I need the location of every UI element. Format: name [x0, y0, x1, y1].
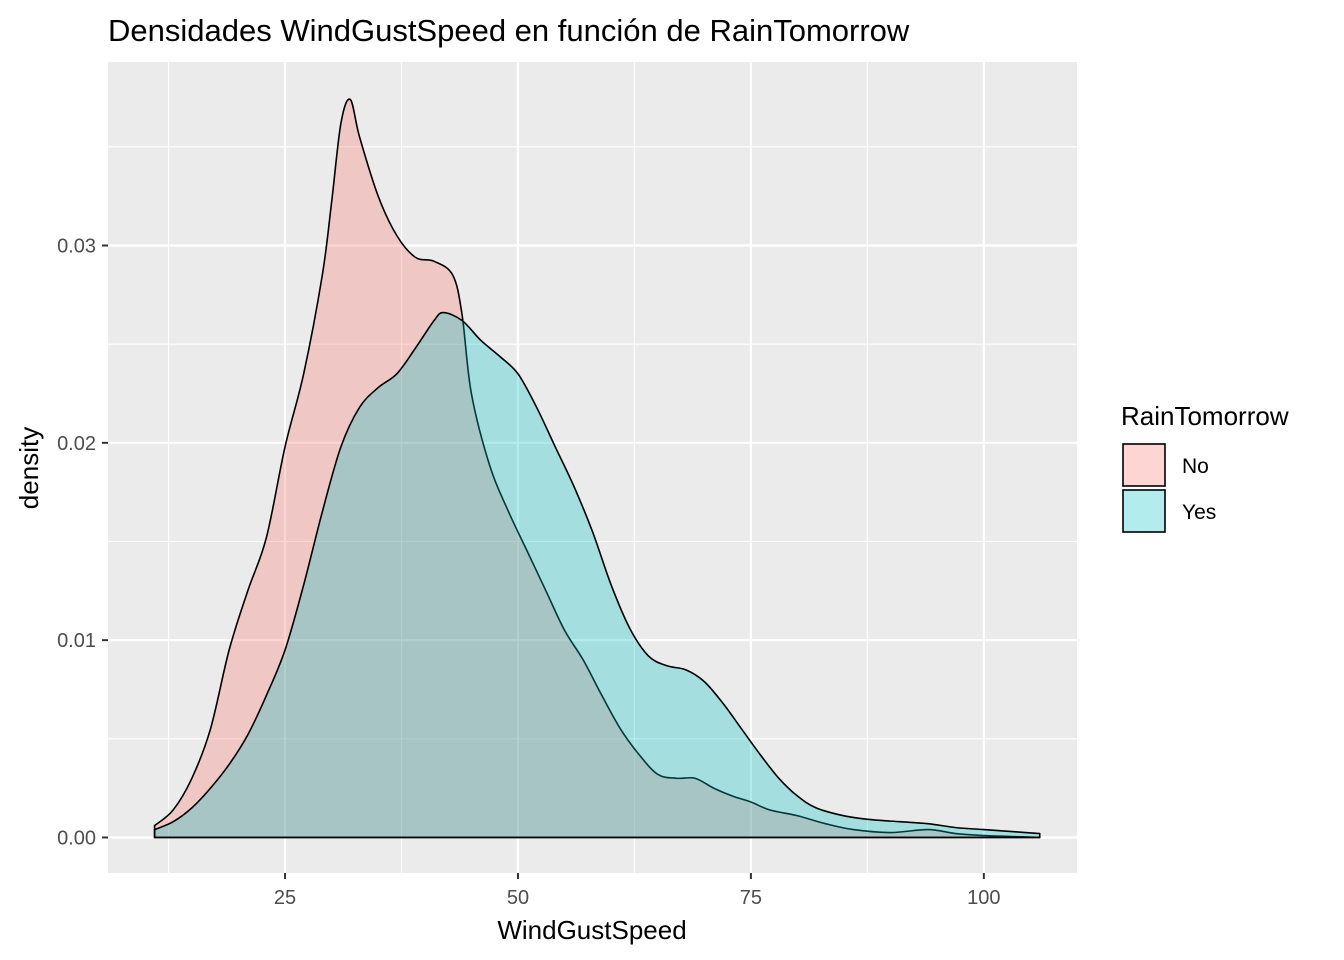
y-tick-label: 0.02 [57, 433, 96, 455]
major-grid [108, 62, 1077, 873]
legend: RainTomorrow No Yes [1121, 401, 1289, 533]
density-area-no [153, 98, 1041, 839]
x-tick-label: 50 [507, 887, 529, 909]
density-series [153, 98, 1041, 839]
chart-title: Densidades WindGustSpeed en función de R… [108, 13, 910, 48]
x-tick-label: 100 [967, 887, 1000, 909]
legend-key-no [1122, 443, 1166, 487]
x-axis: 25 50 75 100 [274, 873, 1001, 909]
plot-panel [108, 62, 1077, 873]
y-tick-label: 0.01 [57, 630, 96, 652]
y-tick-label: 0.03 [57, 236, 96, 258]
x-axis-title: WindGustSpeed [497, 915, 686, 945]
density-area-yes [153, 311, 1041, 839]
y-axis-title: density [14, 427, 44, 509]
y-tick-label: 0.00 [57, 827, 96, 849]
minor-grid [108, 62, 1077, 873]
x-tick-label: 25 [274, 887, 296, 909]
legend-items: No Yes [1122, 443, 1216, 533]
y-axis: 0.00 0.01 0.02 0.03 [57, 236, 108, 849]
legend-label-yes: Yes [1182, 501, 1216, 524]
x-tick-label: 75 [740, 887, 762, 909]
legend-title: RainTomorrow [1121, 401, 1289, 431]
legend-label-no: No [1182, 455, 1209, 478]
legend-key-yes [1122, 489, 1166, 533]
